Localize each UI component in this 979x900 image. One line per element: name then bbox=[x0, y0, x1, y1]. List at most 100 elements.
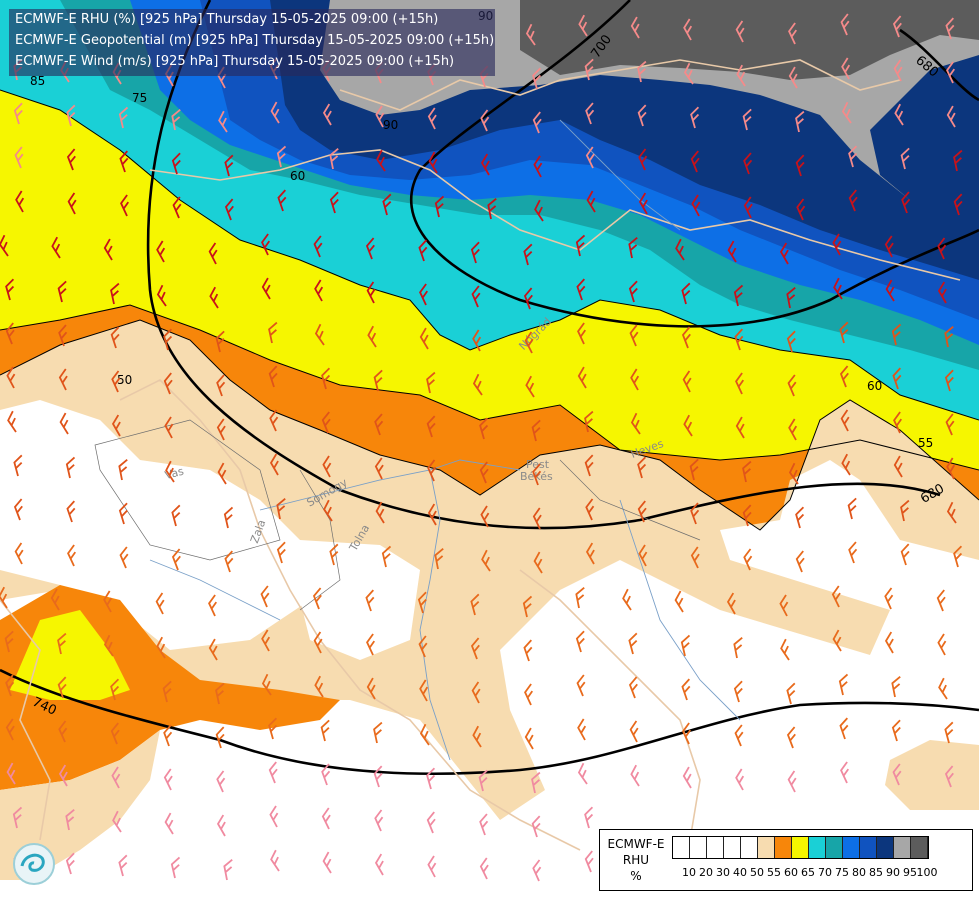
wind-barb bbox=[217, 462, 227, 485]
wind-barb bbox=[524, 331, 534, 354]
wind-barb bbox=[14, 542, 24, 565]
legend-swatch bbox=[809, 837, 826, 858]
wind-barb bbox=[682, 370, 692, 393]
wind-barb bbox=[376, 149, 386, 172]
wind-barb bbox=[119, 546, 129, 569]
legend-tick-label: 70 bbox=[818, 866, 832, 879]
wind-barb bbox=[215, 682, 225, 705]
legend-tick-label: 20 bbox=[699, 866, 713, 879]
wind-barb bbox=[576, 278, 586, 301]
wind-barb bbox=[322, 455, 332, 478]
wind-barb bbox=[0, 586, 8, 609]
wind-barb bbox=[742, 460, 752, 483]
wind-barb bbox=[15, 190, 25, 213]
wind-barb bbox=[6, 762, 16, 785]
wind-barb bbox=[314, 279, 324, 302]
wind-barb bbox=[118, 458, 128, 481]
wind-barb bbox=[13, 102, 23, 125]
title-rhu: ECMWF-E RHU (%) [925 hPa] Thursday 15-05… bbox=[15, 12, 439, 27]
wind-barb bbox=[833, 277, 843, 300]
wind-barb bbox=[470, 593, 480, 616]
wind-barb bbox=[585, 102, 595, 125]
legend-swatch bbox=[707, 837, 724, 858]
rhu-band-tan-southeast bbox=[885, 740, 979, 810]
wind-barb bbox=[891, 675, 901, 698]
wind-barb bbox=[884, 587, 894, 610]
wind-barb bbox=[276, 145, 287, 168]
wind-barb bbox=[216, 814, 226, 837]
legend-swatch bbox=[724, 837, 741, 858]
wind-barb bbox=[481, 549, 491, 572]
legend-tick-label: 65 bbox=[801, 866, 815, 879]
wind-barb bbox=[937, 281, 947, 304]
wind-barb bbox=[577, 762, 588, 785]
wind-barb bbox=[427, 855, 437, 878]
wind-barb bbox=[683, 62, 694, 85]
wind-barb bbox=[165, 460, 175, 483]
wind-barb bbox=[216, 374, 226, 397]
legend-unit: % bbox=[630, 869, 642, 883]
wind-barb bbox=[637, 456, 647, 479]
legend-tick-label: 90 bbox=[886, 866, 900, 879]
wind-barb bbox=[156, 636, 166, 659]
wind-barb bbox=[58, 720, 68, 743]
wind-barb bbox=[788, 66, 798, 89]
wind-barb bbox=[727, 240, 737, 263]
wind-barb bbox=[479, 417, 489, 440]
wind-barb bbox=[681, 326, 691, 349]
wind-barb bbox=[110, 722, 120, 745]
wind-barb bbox=[585, 542, 595, 565]
wind-barb bbox=[472, 329, 482, 352]
provider-logo bbox=[13, 843, 55, 885]
wind-barb bbox=[531, 815, 541, 838]
wind-barb bbox=[628, 632, 638, 655]
wind-barb bbox=[479, 461, 489, 484]
wind-barb bbox=[66, 500, 76, 523]
wind-barb bbox=[944, 765, 954, 788]
wind-barb bbox=[322, 103, 332, 126]
wind-barb bbox=[733, 680, 743, 703]
legend-tick-label: 50 bbox=[750, 866, 764, 879]
wind-barb bbox=[831, 585, 841, 608]
wind-barb bbox=[172, 196, 182, 219]
wind-barb bbox=[578, 14, 588, 37]
wind-barb bbox=[734, 328, 744, 351]
wind-barb bbox=[163, 372, 173, 395]
country-borders bbox=[0, 59, 961, 851]
wind-barb bbox=[891, 323, 902, 346]
wind-barb bbox=[427, 107, 437, 130]
wind-barb bbox=[321, 763, 331, 786]
wind-barb bbox=[788, 22, 798, 45]
wind-barb bbox=[735, 768, 745, 791]
wind-barb bbox=[65, 852, 75, 875]
wind-barb bbox=[51, 236, 61, 259]
wind-barb bbox=[532, 67, 542, 90]
wind-barb bbox=[638, 192, 648, 215]
rhu-band-white-mid bbox=[300, 540, 420, 660]
wind-barb bbox=[575, 630, 585, 653]
legend-tick-label: 100 bbox=[916, 866, 938, 879]
wind-barb bbox=[487, 197, 497, 220]
wind-barb bbox=[637, 500, 647, 523]
wind-barb bbox=[111, 370, 121, 393]
wind-barb bbox=[847, 497, 857, 520]
rhu-band-orange-north bbox=[0, 305, 979, 530]
wind-barb bbox=[268, 321, 278, 344]
wind-barb bbox=[689, 458, 699, 481]
wind-barb bbox=[163, 328, 173, 351]
wind-barb bbox=[375, 105, 385, 128]
wind-barb bbox=[735, 416, 745, 439]
wind-barb bbox=[365, 589, 375, 612]
wind-barb bbox=[532, 859, 542, 882]
wind-barb bbox=[314, 675, 324, 698]
wind-barb bbox=[118, 106, 129, 129]
wind-barb bbox=[675, 238, 685, 261]
wind-barb bbox=[735, 20, 745, 43]
wind-barb bbox=[270, 849, 280, 872]
wind-barb bbox=[59, 412, 69, 435]
wind-barb bbox=[270, 101, 280, 124]
wind-barb bbox=[58, 764, 68, 787]
wind-barb bbox=[120, 194, 130, 217]
wind-barb bbox=[630, 764, 640, 787]
wind-barb bbox=[523, 639, 533, 662]
